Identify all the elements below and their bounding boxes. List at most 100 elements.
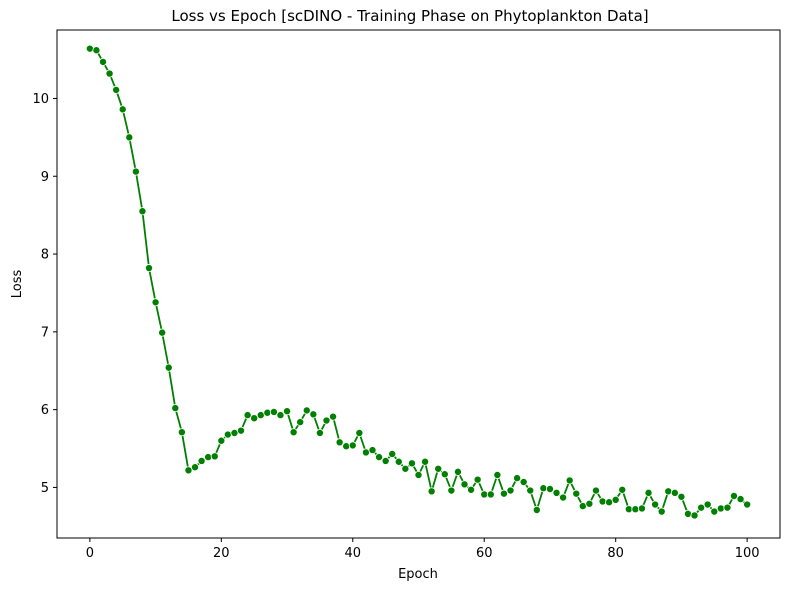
data-point xyxy=(670,488,679,497)
data-point xyxy=(539,484,548,493)
data-point xyxy=(598,497,607,506)
x-tick-label: 60 xyxy=(476,546,493,561)
data-point xyxy=(388,449,397,458)
data-point xyxy=(723,503,732,512)
data-point xyxy=(250,414,259,423)
data-point xyxy=(164,363,173,372)
x-tick-label: 100 xyxy=(735,546,760,561)
data-point xyxy=(703,500,712,509)
data-point xyxy=(118,105,127,114)
data-point xyxy=(677,492,686,501)
data-point xyxy=(309,410,318,419)
y-tick-label: 10 xyxy=(32,92,49,107)
data-point xyxy=(184,466,193,475)
data-point xyxy=(697,503,706,512)
data-point xyxy=(197,456,206,465)
data-point xyxy=(710,507,719,516)
y-tick-label: 9 xyxy=(41,170,49,185)
data-point xyxy=(565,476,574,485)
data-point xyxy=(355,428,364,437)
data-point xyxy=(158,328,167,337)
data-point xyxy=(407,459,416,468)
data-point xyxy=(131,167,140,176)
data-point xyxy=(480,490,489,499)
data-point xyxy=(552,488,561,497)
data-point xyxy=(427,487,436,496)
data-point xyxy=(532,505,541,514)
data-point xyxy=(375,453,384,462)
data-point xyxy=(460,480,469,489)
data-point xyxy=(644,488,653,497)
data-point xyxy=(578,502,587,511)
data-point xyxy=(447,486,456,495)
data-point xyxy=(302,406,311,415)
data-point xyxy=(631,505,640,514)
y-tick-label: 7 xyxy=(41,325,49,340)
data-point xyxy=(519,477,528,486)
data-point xyxy=(342,442,351,451)
data-point xyxy=(611,495,620,504)
data-point xyxy=(716,504,725,513)
data-point xyxy=(559,493,568,502)
data-point xyxy=(657,507,666,516)
data-point xyxy=(315,428,324,437)
x-axis-label: Epoch xyxy=(398,567,438,582)
data-point xyxy=(243,411,252,420)
data-point xyxy=(335,438,344,447)
data-point xyxy=(230,428,239,437)
data-point xyxy=(283,407,292,416)
plot-frame xyxy=(56,29,781,539)
data-point xyxy=(217,436,226,445)
data-point xyxy=(105,69,114,78)
data-point xyxy=(329,412,338,421)
data-point xyxy=(361,448,370,457)
data-point xyxy=(585,499,594,508)
data-point xyxy=(125,133,134,142)
data-point xyxy=(624,505,633,514)
data-point xyxy=(394,457,403,466)
data-point xyxy=(269,407,278,416)
data-point xyxy=(545,484,554,493)
data-point xyxy=(204,453,213,462)
x-tick-label: 80 xyxy=(607,546,624,561)
data-point xyxy=(210,452,219,461)
data-point xyxy=(499,489,508,498)
data-point xyxy=(493,470,502,479)
data-point xyxy=(690,511,699,520)
y-tick-label: 8 xyxy=(41,248,49,263)
data-point xyxy=(637,504,646,513)
data-point xyxy=(237,426,246,435)
data-point xyxy=(138,207,147,216)
data-point xyxy=(256,411,265,420)
data-point xyxy=(683,509,692,518)
data-point xyxy=(743,500,752,509)
data-point xyxy=(296,418,305,427)
data-point xyxy=(177,428,186,437)
data-point xyxy=(467,485,476,494)
data-point xyxy=(191,463,200,472)
data-point xyxy=(263,408,272,417)
data-point xyxy=(664,487,673,496)
data-point xyxy=(276,411,285,420)
data-point xyxy=(421,457,430,466)
data-point xyxy=(440,470,449,479)
data-point xyxy=(729,491,738,500)
data-point xyxy=(151,298,160,307)
data-point xyxy=(99,57,108,66)
y-tick-label: 5 xyxy=(41,481,49,496)
data-point xyxy=(92,46,101,55)
data-point xyxy=(651,500,660,509)
y-axis-label: Loss xyxy=(10,270,25,299)
data-point xyxy=(414,470,423,479)
data-point xyxy=(401,464,410,473)
data-point xyxy=(572,489,581,498)
data-point xyxy=(85,44,94,53)
data-point xyxy=(486,490,495,499)
y-axis: 5 6 7 8 9 10 xyxy=(32,92,57,496)
data-point xyxy=(736,495,745,504)
data-point xyxy=(381,456,390,465)
x-tick-label: 40 xyxy=(344,546,361,561)
data-point xyxy=(506,486,515,495)
data-point xyxy=(348,441,357,450)
